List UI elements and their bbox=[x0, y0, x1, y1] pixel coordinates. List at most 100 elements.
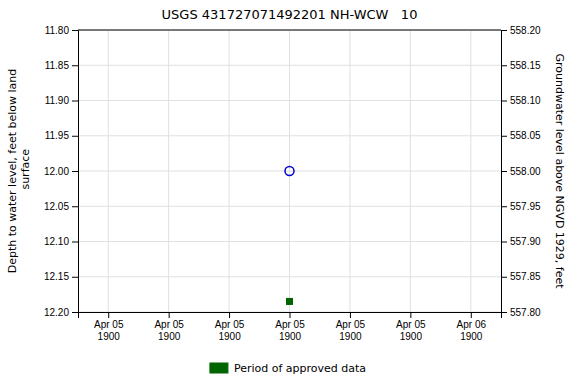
tick-mark bbox=[72, 101, 78, 102]
tick-label: 557.95 bbox=[510, 201, 541, 212]
tick-label-line: Apr 06 bbox=[457, 319, 487, 330]
tick: Apr 051900 bbox=[215, 312, 245, 342]
tick-mark bbox=[410, 312, 411, 318]
frame bbox=[78, 30, 501, 31]
tick-mark bbox=[501, 136, 507, 137]
tick-label: 557.85 bbox=[510, 271, 541, 282]
tick-label: 558.10 bbox=[510, 95, 541, 106]
axis-line bbox=[79, 313, 502, 319]
tick-label: Apr 051900 bbox=[396, 319, 426, 342]
tick-mark bbox=[350, 312, 351, 318]
legend-label: Period of approved data bbox=[234, 362, 366, 375]
tick: 12.15 bbox=[44, 271, 78, 282]
tick-mark bbox=[72, 136, 78, 137]
tick-label: Apr 051900 bbox=[154, 319, 184, 342]
tick-label: Apr 051900 bbox=[275, 319, 305, 342]
tick-label-line: Apr 05 bbox=[336, 319, 366, 330]
grid-line bbox=[108, 30, 109, 312]
grid-line bbox=[349, 30, 350, 312]
tick-mark bbox=[501, 277, 507, 278]
y-axis-title: Depth to water level, feet below land su… bbox=[6, 69, 32, 274]
tick: 558.20 bbox=[501, 25, 541, 36]
tick-label: Apr 051900 bbox=[215, 319, 245, 342]
tick: 11.90 bbox=[45, 95, 78, 106]
tick: 558.00 bbox=[501, 166, 541, 177]
tick: 12.00 bbox=[44, 166, 78, 177]
tick-label-line: 1900 bbox=[339, 331, 362, 342]
tick-label: 12.00 bbox=[44, 166, 69, 177]
tick-label-line: Apr 05 bbox=[94, 319, 124, 330]
chart: 11.80 11.85 11.90 11.95 12.00 12.05 12.10 12.15… bbox=[0, 0, 576, 384]
tick-label: Apr 061900 bbox=[457, 319, 487, 342]
title: USGS 431727071492201 NH-WCW 10 bbox=[162, 7, 418, 22]
tick-label-line: Apr 05 bbox=[396, 319, 426, 330]
tick: 12.20 bbox=[44, 307, 78, 318]
tick-label: 12.15 bbox=[44, 271, 69, 282]
tick-mark bbox=[72, 277, 78, 278]
grid-line bbox=[289, 30, 290, 312]
tick-mark bbox=[501, 30, 507, 31]
tick: 557.90 bbox=[501, 236, 541, 247]
tick-label: 11.90 bbox=[45, 95, 70, 106]
tick-label-line: 1900 bbox=[218, 331, 241, 342]
tick-label-line: 1900 bbox=[400, 331, 423, 342]
grid-line bbox=[410, 30, 411, 312]
tick: Apr 061900 bbox=[457, 312, 487, 342]
tick-mark bbox=[501, 171, 507, 172]
tick: 11.80 bbox=[45, 25, 78, 36]
tick-label: 11.80 bbox=[45, 25, 70, 36]
tick-label: 12.10 bbox=[44, 236, 69, 247]
plot: 11.80 11.85 11.90 11.95 12.00 12.05 12.10 12.15… bbox=[44, 25, 541, 342]
y2-axis-title-line: Groundwater level above NGVD 1929, feet bbox=[553, 53, 566, 289]
y-axis-title-line: Depth to water level, feet below land bbox=[6, 69, 19, 274]
legend-swatch bbox=[210, 363, 228, 373]
tick-label-line: Apr 05 bbox=[154, 319, 184, 330]
tick-mark bbox=[501, 242, 507, 243]
x-axis: Apr 051900Apr 051900Apr 051900Apr 051900… bbox=[79, 312, 502, 342]
tick: 557.85 bbox=[501, 271, 541, 282]
tick-label: Apr 051900 bbox=[94, 319, 124, 342]
tick: 557.95 bbox=[501, 201, 541, 212]
tick-label: 557.80 bbox=[510, 307, 541, 318]
tick-mark bbox=[72, 312, 78, 313]
tick: 558.05 bbox=[501, 130, 541, 141]
tick: 558.15 bbox=[501, 60, 541, 71]
tick-mark bbox=[229, 312, 230, 318]
grid-line bbox=[168, 30, 169, 312]
tick-label: 12.05 bbox=[44, 201, 69, 212]
tick-mark bbox=[290, 312, 291, 318]
tick-label: 11.85 bbox=[45, 60, 70, 71]
tick: 558.10 bbox=[501, 95, 541, 106]
tick-mark bbox=[108, 312, 109, 318]
tick-mark bbox=[72, 171, 78, 172]
tick: 12.05 bbox=[44, 201, 78, 212]
tick-mark bbox=[72, 65, 78, 66]
tick-label-line: 1900 bbox=[460, 331, 483, 342]
y2-axis-title: Groundwater level above NGVD 1929, feet bbox=[553, 53, 566, 289]
grid bbox=[78, 30, 501, 312]
tick: Apr 051900 bbox=[396, 312, 426, 342]
point bbox=[287, 298, 293, 304]
tick: 557.80 bbox=[501, 307, 541, 318]
tick-label-line: Apr 05 bbox=[215, 319, 245, 330]
tick-label: 558.20 bbox=[510, 25, 541, 36]
tick: 11.95 bbox=[45, 130, 78, 141]
tick-label: 557.90 bbox=[510, 236, 541, 247]
tick-mark bbox=[72, 242, 78, 243]
tick: 12.10 bbox=[44, 236, 78, 247]
marks bbox=[285, 167, 294, 305]
legend: Period of approved data bbox=[210, 362, 366, 375]
axis-line bbox=[72, 31, 79, 313]
tick-mark bbox=[72, 30, 78, 31]
tick: Apr 051900 bbox=[94, 312, 124, 342]
tick-label: 558.00 bbox=[510, 166, 541, 177]
tick-label: 12.20 bbox=[44, 307, 69, 318]
tick-label-line: 1900 bbox=[158, 331, 181, 342]
tick-label: Apr 051900 bbox=[336, 319, 366, 342]
tick-label-line: Apr 05 bbox=[275, 319, 305, 330]
series bbox=[285, 167, 294, 176]
tick-label-line: 1900 bbox=[279, 331, 302, 342]
tick: Apr 051900 bbox=[275, 312, 305, 342]
point bbox=[285, 167, 294, 176]
tick: Apr 051900 bbox=[336, 312, 366, 342]
